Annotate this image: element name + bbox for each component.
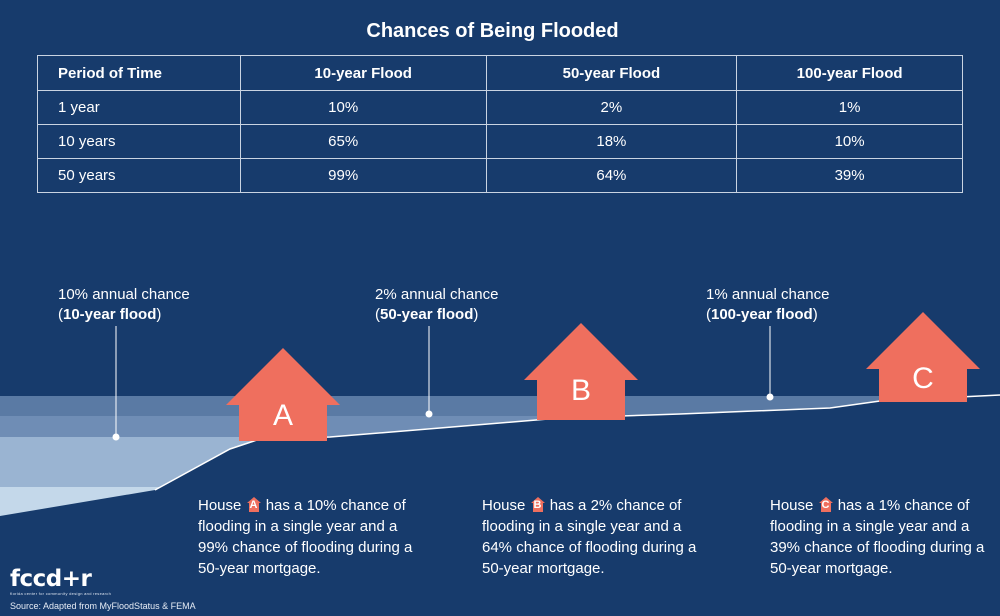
table-cell: 18% bbox=[485, 124, 738, 159]
callout-chance-text: 10% annual chance bbox=[58, 286, 190, 303]
house-b-description: House B has a 2% chance of flooding in a… bbox=[482, 497, 697, 577]
callout-chance-text: 1% annual chance bbox=[706, 286, 830, 303]
callout-dot-50-year bbox=[425, 410, 433, 418]
table-cell: 1 year bbox=[37, 90, 241, 125]
table-cell: 2% bbox=[485, 90, 738, 125]
house-a-letter: A bbox=[273, 399, 293, 432]
callout-100-year: 1% annual chance (100-year flood) bbox=[706, 285, 829, 325]
house-a-icon: A bbox=[226, 348, 340, 441]
column-header: 50-year Flood bbox=[485, 55, 738, 91]
page-title: Chances of Being Flooded bbox=[366, 20, 619, 42]
house-b-badge-icon: B bbox=[530, 497, 545, 512]
house-a-description: House A has a 10% chance of flooding in … bbox=[198, 497, 413, 577]
callout-chance-text: 2% annual chance bbox=[375, 286, 499, 303]
table-cell: 99% bbox=[239, 158, 487, 193]
table-header-row: Period of Time 10-year Flood 50-year Flo… bbox=[37, 55, 963, 91]
table-cell: 64% bbox=[485, 158, 738, 193]
table-cell: 39% bbox=[736, 158, 963, 193]
ground-outline bbox=[154, 394, 1000, 491]
callout-dot-10-year bbox=[112, 433, 120, 441]
callout-flood-label: (10-year flood) bbox=[58, 306, 162, 323]
house-c-icon: C bbox=[866, 312, 980, 402]
house-c-badge-icon: C bbox=[818, 497, 833, 512]
ground-terrain bbox=[0, 395, 1000, 616]
callout-flood-label: (50-year flood) bbox=[375, 306, 479, 323]
callout-50-year: 2% annual chance (50-year flood) bbox=[375, 285, 498, 325]
house-b-letter: B bbox=[571, 374, 591, 407]
table-cell: 50 years bbox=[37, 158, 241, 193]
callout-10-year: 10% annual chance (10-year flood) bbox=[58, 285, 190, 325]
table-cell: 65% bbox=[239, 124, 487, 159]
table-cell: 10% bbox=[736, 124, 963, 159]
flood-chance-table: Period of Time 10-year Flood 50-year Flo… bbox=[37, 55, 963, 193]
column-header: Period of Time bbox=[37, 55, 241, 91]
column-header: 10-year Flood bbox=[239, 55, 487, 91]
column-header: 100-year Flood bbox=[736, 55, 963, 91]
house-a-badge-icon: A bbox=[246, 497, 261, 512]
fccdr-logo: fccd+r bbox=[10, 566, 92, 592]
source-credit: Source: Adapted from MyFloodStatus & FEM… bbox=[10, 601, 196, 611]
house-c-letter: C bbox=[912, 362, 934, 395]
table-row: 1 year 10% 2% 1% bbox=[37, 90, 963, 125]
house-b-icon: B bbox=[524, 323, 638, 420]
table-row: 50 years 99% 64% 39% bbox=[37, 158, 963, 193]
logo-tagline: florida center for community design and … bbox=[10, 591, 112, 596]
callout-dot-100-year bbox=[766, 393, 774, 401]
house-c-description: House C has a 1% chance of flooding in a… bbox=[770, 497, 985, 577]
callout-flood-label: (100-year flood) bbox=[706, 306, 818, 323]
table-cell: 1% bbox=[736, 90, 963, 125]
